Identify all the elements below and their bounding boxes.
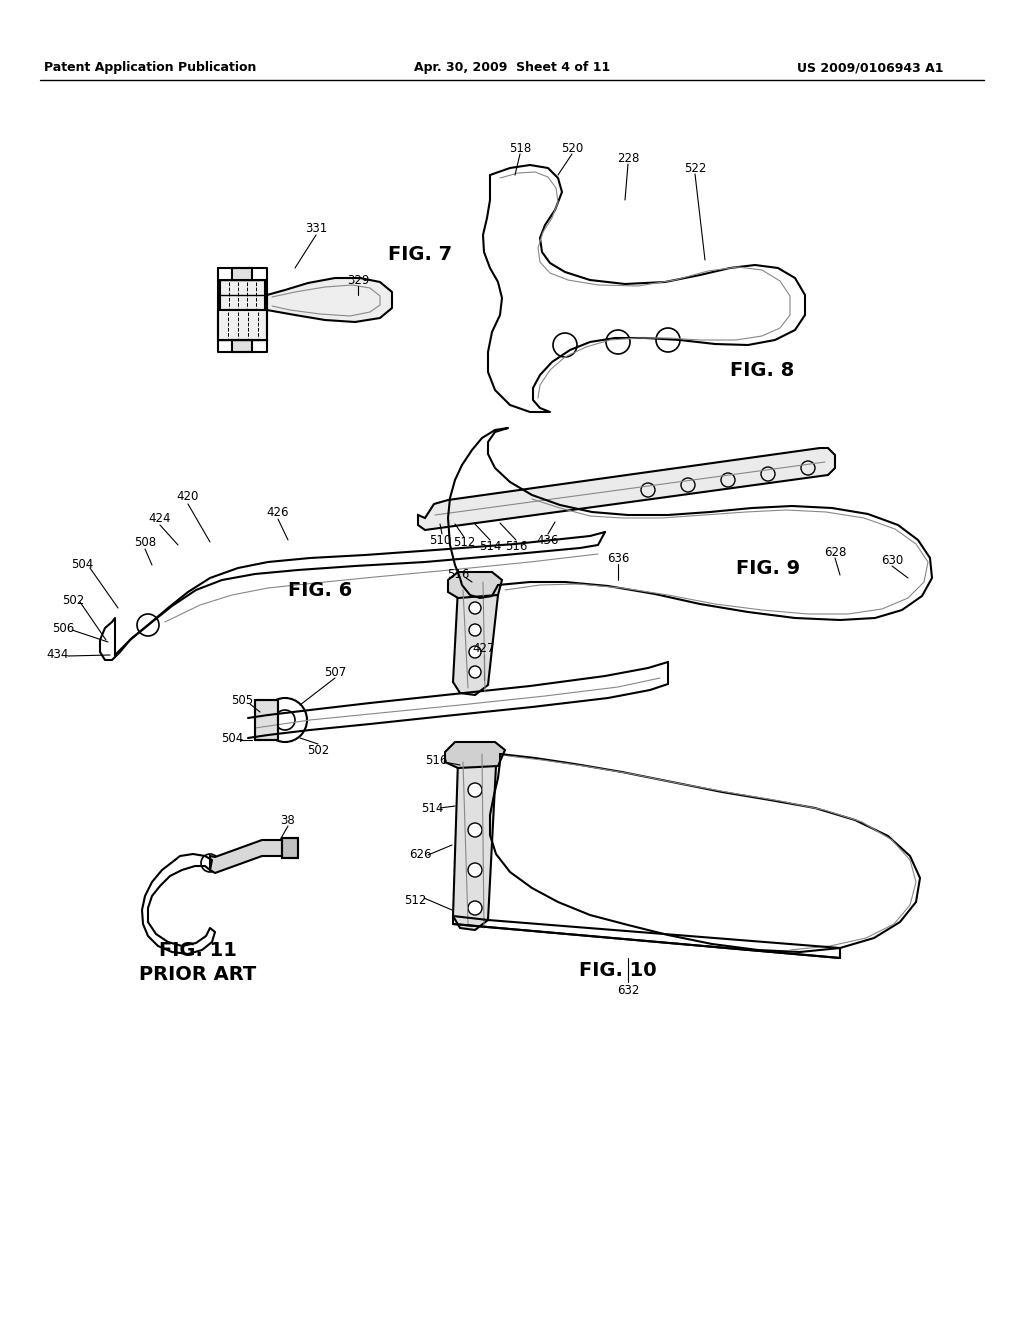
Polygon shape — [267, 279, 392, 322]
Circle shape — [469, 667, 481, 678]
Polygon shape — [449, 572, 502, 598]
Polygon shape — [220, 280, 265, 310]
Text: 424: 424 — [148, 511, 171, 524]
Text: 512: 512 — [453, 536, 475, 549]
Circle shape — [469, 645, 481, 657]
Text: 632: 632 — [616, 983, 639, 997]
Circle shape — [468, 902, 482, 915]
Text: 502: 502 — [307, 743, 329, 756]
Text: FIG. 7: FIG. 7 — [388, 246, 452, 264]
Text: 38: 38 — [281, 813, 295, 826]
Text: 520: 520 — [561, 141, 583, 154]
Text: 514: 514 — [479, 540, 501, 553]
Circle shape — [263, 698, 307, 742]
Polygon shape — [255, 700, 278, 741]
Text: 506: 506 — [52, 622, 74, 635]
Text: 329: 329 — [347, 273, 370, 286]
Circle shape — [468, 822, 482, 837]
Text: 628: 628 — [824, 545, 846, 558]
Polygon shape — [210, 840, 288, 873]
Circle shape — [468, 783, 482, 797]
Text: 630: 630 — [881, 553, 903, 566]
Text: 522: 522 — [684, 161, 707, 174]
Text: FIG. 8: FIG. 8 — [730, 360, 795, 380]
Polygon shape — [232, 268, 252, 280]
Text: Apr. 30, 2009  Sheet 4 of 11: Apr. 30, 2009 Sheet 4 of 11 — [414, 62, 610, 74]
Text: 510: 510 — [429, 533, 452, 546]
Text: US 2009/0106943 A1: US 2009/0106943 A1 — [797, 62, 943, 74]
Text: 426: 426 — [266, 506, 289, 519]
Text: 626: 626 — [409, 849, 431, 862]
Text: 512: 512 — [403, 894, 426, 907]
Text: FIG. 11: FIG. 11 — [159, 940, 237, 960]
Text: 516: 516 — [446, 569, 469, 582]
Polygon shape — [418, 447, 835, 531]
Text: 518: 518 — [509, 141, 531, 154]
Text: 504: 504 — [221, 731, 243, 744]
Text: 507: 507 — [324, 665, 346, 678]
Text: 436: 436 — [537, 533, 559, 546]
Text: 508: 508 — [134, 536, 156, 549]
Text: 502: 502 — [61, 594, 84, 606]
Text: 228: 228 — [616, 152, 639, 165]
Polygon shape — [232, 341, 252, 352]
Text: 514: 514 — [421, 801, 443, 814]
Text: 331: 331 — [305, 222, 327, 235]
Text: FIG. 10: FIG. 10 — [580, 961, 656, 979]
Text: FIG. 6: FIG. 6 — [288, 581, 352, 599]
Text: 636: 636 — [607, 552, 629, 565]
Polygon shape — [445, 742, 505, 768]
Circle shape — [468, 863, 482, 876]
Text: 420: 420 — [177, 490, 200, 503]
Text: PRIOR ART: PRIOR ART — [139, 965, 257, 985]
Polygon shape — [453, 579, 498, 696]
Text: Patent Application Publication: Patent Application Publication — [44, 62, 256, 74]
Polygon shape — [282, 838, 298, 858]
Text: 516: 516 — [425, 754, 447, 767]
Text: FIG. 9: FIG. 9 — [736, 558, 800, 578]
Text: 504: 504 — [71, 558, 93, 572]
Text: 427: 427 — [473, 642, 496, 655]
Polygon shape — [453, 752, 496, 931]
Text: 516: 516 — [505, 540, 527, 553]
Text: 505: 505 — [231, 693, 253, 706]
Text: 434: 434 — [47, 648, 70, 661]
Circle shape — [469, 602, 481, 614]
Polygon shape — [218, 310, 267, 341]
Circle shape — [469, 624, 481, 636]
